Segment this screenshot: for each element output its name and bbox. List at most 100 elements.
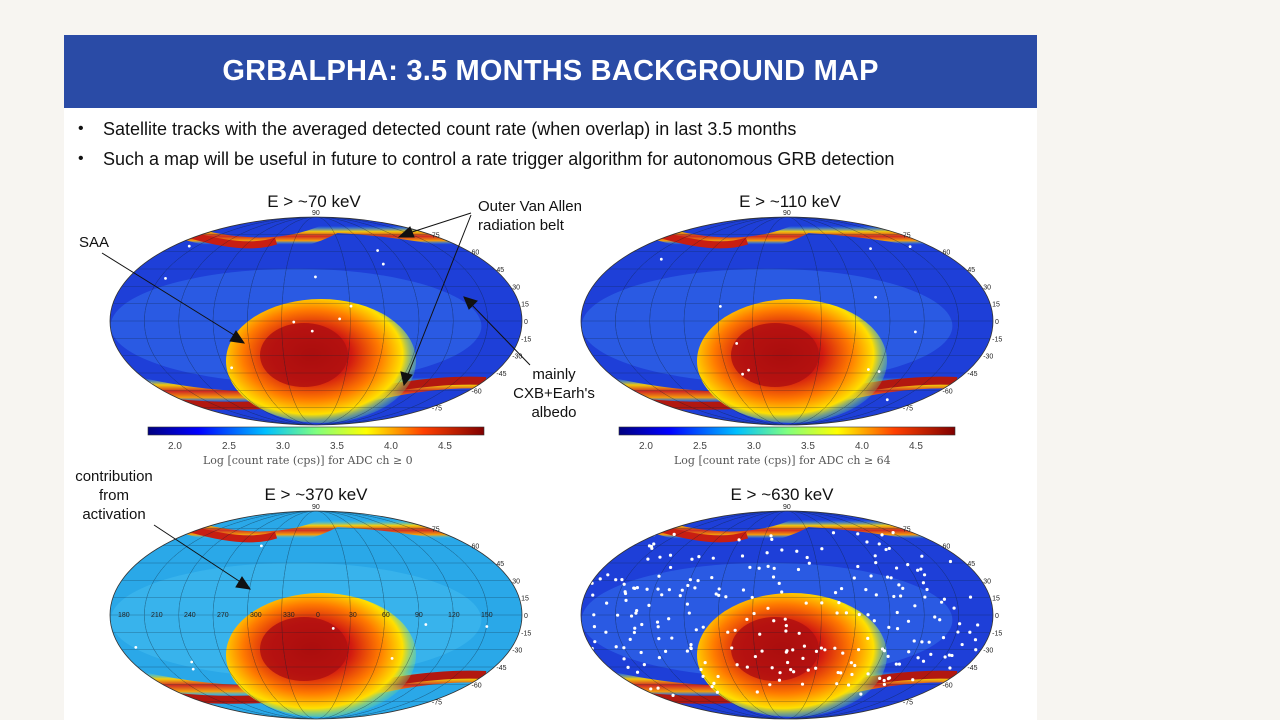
meridian-line <box>281 511 351 719</box>
latitude-label: -90 <box>783 428 793 435</box>
no-data-point <box>943 655 947 659</box>
no-data-point <box>701 674 705 678</box>
no-data-point <box>839 671 843 675</box>
latitude-label: -75 <box>903 406 913 413</box>
meridian-line <box>649 511 925 719</box>
meridian-line <box>281 217 351 425</box>
annotation-van-allen: Outer Van Allen radiation belt <box>478 197 582 235</box>
no-data-point <box>952 606 956 610</box>
no-data-point <box>938 618 942 622</box>
meridian-line <box>247 511 385 719</box>
map-fill <box>110 511 522 719</box>
no-data-point <box>979 530 983 534</box>
latitude-label: -45 <box>496 665 506 672</box>
no-data-point <box>765 551 769 555</box>
no-data-point <box>929 652 933 656</box>
no-data-point <box>694 628 698 632</box>
no-data-point <box>925 587 929 592</box>
south-belt <box>113 660 508 708</box>
meridian-line <box>212 217 420 425</box>
meridian-line <box>281 511 351 719</box>
slide-title: GRBALPHA: 3.5 MONTHS BACKGROUND MAP <box>222 55 879 87</box>
no-data-point <box>977 664 981 668</box>
no-data-point <box>745 617 749 621</box>
no-data-point <box>690 557 694 561</box>
no-data-point <box>955 685 959 689</box>
saa-region <box>697 299 887 423</box>
no-data-point <box>726 630 730 634</box>
meridian-line <box>144 511 488 719</box>
bullet-dot-icon: • <box>78 150 84 167</box>
no-data-point <box>771 575 776 579</box>
no-data-point <box>717 593 721 597</box>
no-data-point <box>687 611 691 615</box>
no-data-point <box>837 601 841 605</box>
meridian-line <box>752 511 822 719</box>
no-data-point <box>760 649 764 653</box>
no-data-point <box>623 590 627 594</box>
meridian-line <box>615 217 959 425</box>
no-data-point <box>766 606 770 610</box>
bullet-item: • Satellite tracks with the averaged det… <box>78 118 1028 148</box>
no-data-point <box>376 249 380 252</box>
map-background <box>110 511 522 719</box>
no-data-point <box>485 625 489 628</box>
south-belt-core <box>175 670 487 704</box>
no-data-point <box>887 676 892 680</box>
latitude-label: 45 <box>967 561 975 568</box>
no-data-point <box>835 682 839 686</box>
latitude-label: 30 <box>512 284 520 291</box>
panel-title-370kev: E > ~370 keV <box>264 485 368 504</box>
latitude-label: -30 <box>983 648 993 655</box>
no-data-point <box>595 655 599 660</box>
no-data-point <box>901 586 905 590</box>
no-data-point <box>866 368 870 371</box>
meridian-line <box>581 511 993 719</box>
no-data-point <box>874 561 878 565</box>
no-data-point <box>349 304 353 308</box>
no-data-point <box>814 666 818 670</box>
colorbar-gradient <box>618 426 956 436</box>
no-data-point <box>633 626 637 630</box>
no-data-point <box>891 530 895 535</box>
no-data-point <box>685 649 689 653</box>
no-data-point <box>836 670 840 675</box>
no-data-point <box>907 650 911 654</box>
no-data-point <box>639 650 643 655</box>
no-data-point <box>873 554 877 558</box>
no-data-point <box>649 687 653 691</box>
no-data-point <box>778 671 782 675</box>
north-belt-core <box>661 231 749 249</box>
meridian-line <box>718 217 856 425</box>
arrow-head-icon <box>235 576 252 590</box>
latitude-label: -90 <box>312 428 322 435</box>
no-data-point <box>678 594 682 598</box>
latitude-label: 60 <box>943 250 951 257</box>
no-data-point <box>689 646 693 651</box>
latitude-label: -15 <box>521 630 531 637</box>
colorbar-tick-label: 4.5 <box>438 441 452 452</box>
panel-title-110kev: E > ~110 keV <box>739 192 841 211</box>
annotation-cxb: mainly CXB+Earh's albedo <box>504 365 604 422</box>
no-data-point <box>259 544 263 548</box>
latitude-label: 60 <box>943 544 951 551</box>
map-fill <box>581 511 993 719</box>
latitude-label: -75 <box>432 700 442 707</box>
annotation-line: contribution <box>75 468 153 485</box>
no-data-point <box>657 655 662 660</box>
annotation-activation: contribution from activation <box>64 467 164 524</box>
meridian-line <box>649 217 925 425</box>
latitude-label: 30 <box>983 578 991 585</box>
no-data-point <box>658 555 662 559</box>
no-data-point <box>785 649 789 653</box>
saa-core <box>731 323 819 387</box>
no-data-point <box>857 612 861 617</box>
bullet-list: • Satellite tracks with the averaged det… <box>78 118 1028 178</box>
north-belt <box>184 218 468 252</box>
latitude-label: -60 <box>943 682 953 689</box>
meridian-line <box>683 217 891 425</box>
no-data-point <box>877 370 881 373</box>
latitude-label: 45 <box>967 267 975 274</box>
